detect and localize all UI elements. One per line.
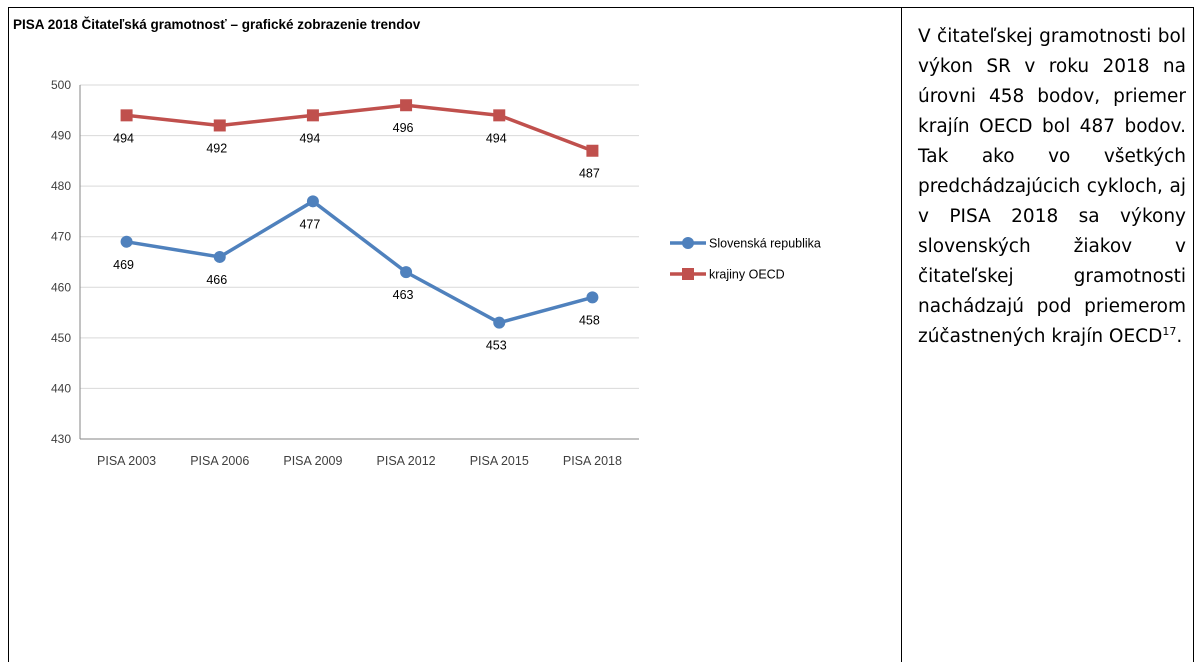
y-tick-label: 430 <box>51 432 71 446</box>
data-label: 494 <box>486 131 507 145</box>
footnote-marker: 17 <box>1162 324 1177 338</box>
table-border-left <box>8 7 9 662</box>
y-tick-label: 470 <box>51 230 71 244</box>
data-point <box>306 109 319 122</box>
data-label: 463 <box>393 288 414 302</box>
series-line-oecd <box>124 103 595 153</box>
data-label: 496 <box>393 121 414 135</box>
legend: Slovenská republika krajiny OECD <box>670 237 821 282</box>
data-point <box>213 119 226 132</box>
chart-panel: PISA 2018 Čitateľská gramotnosť – grafic… <box>9 8 901 488</box>
y-tick-label: 440 <box>51 381 71 395</box>
y-tick-label: 460 <box>51 280 71 294</box>
x-tick-label: PISA 2015 <box>470 454 529 468</box>
data-point <box>493 316 506 329</box>
table-border-right <box>1193 7 1194 662</box>
data-point <box>400 99 413 112</box>
data-point <box>493 109 506 122</box>
data-label: 453 <box>486 339 507 353</box>
x-tick-label: PISA 2003 <box>97 454 156 468</box>
data-label: 466 <box>206 273 227 287</box>
y-tick-label: 450 <box>51 331 71 345</box>
x-tick-label: PISA 2018 <box>563 454 622 468</box>
table-border-top <box>8 7 1194 8</box>
data-point <box>120 109 133 122</box>
data-label: 458 <box>579 313 600 327</box>
series-group: 469 466 477 463 453 458 494 492 494 496 494 487 <box>113 99 600 353</box>
description-paragraph: V čitateľskej gramotnosti bol výkon SR v… <box>918 22 1186 352</box>
x-tick-label: PISA 2006 <box>190 454 249 468</box>
data-point <box>213 250 226 263</box>
data-label: 469 <box>113 258 134 272</box>
data-point <box>120 235 133 248</box>
legend-label: krajiny OECD <box>709 268 785 282</box>
data-label: 494 <box>113 131 134 145</box>
axes: 430 440 450 460 470 480 490 500 PISA 2003 PISA 20… <box>51 78 639 468</box>
data-point <box>586 144 599 157</box>
y-tick-label: 480 <box>51 179 71 193</box>
data-label: 477 <box>299 217 320 231</box>
data-label: 487 <box>579 167 600 181</box>
description-end: . <box>1176 326 1183 347</box>
y-tick-label: 500 <box>51 78 71 92</box>
legend-marker <box>682 268 694 280</box>
description-text: V čitateľskej gramotnosti bol výkon SR v… <box>918 26 1186 347</box>
data-label: 492 <box>206 141 227 155</box>
chart-title: PISA 2018 Čitateľská gramotnosť – grafic… <box>13 17 421 32</box>
data-label: 494 <box>299 131 320 145</box>
data-point <box>400 266 413 279</box>
x-tick-label: PISA 2012 <box>377 454 436 468</box>
legend-label: Slovenská republika <box>709 237 821 251</box>
series-line-slovakia <box>124 199 595 325</box>
data-point <box>586 291 599 304</box>
table-column-divider <box>901 7 902 662</box>
data-point <box>306 195 319 208</box>
line-chart: PISA 2018 Čitateľská gramotnosť – grafic… <box>13 17 821 468</box>
legend-marker <box>682 237 694 249</box>
y-tick-label: 490 <box>51 129 71 143</box>
x-tick-label: PISA 2009 <box>283 454 342 468</box>
